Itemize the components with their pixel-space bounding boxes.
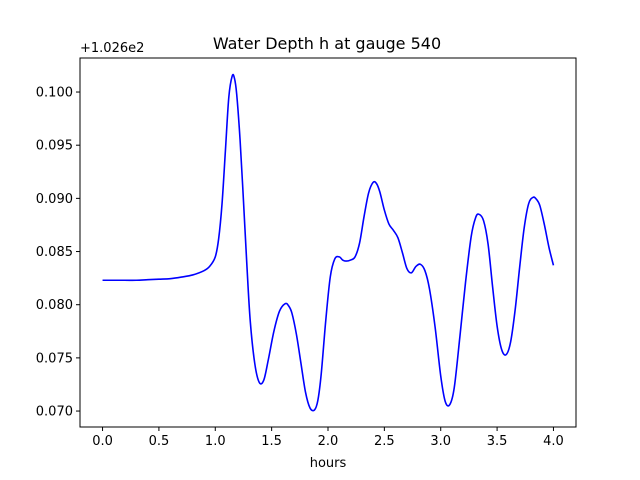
y-tick-label: 0.095 [36, 139, 73, 154]
x-tick-label: 2.5 [374, 434, 395, 449]
y-tick-label: 0.085 [36, 245, 73, 260]
x-tick-label: 1.5 [261, 434, 282, 449]
y-tick-label: 0.075 [36, 351, 73, 366]
y-axis-ticks: 0.070 0.075 0.080 0.085 0.090 0.095 0.100 [36, 86, 80, 420]
x-tick-label: 2.0 [318, 434, 339, 449]
x-tick-label: 3.0 [430, 434, 451, 449]
plot-frame [79, 57, 577, 428]
x-axis-label: hours [310, 456, 347, 471]
x-tick-label: 3.5 [487, 434, 508, 449]
y-tick-label: 0.070 [36, 405, 73, 420]
y-offset-label: +1.026e2 [80, 41, 144, 56]
y-tick-label: 0.100 [36, 86, 73, 101]
series-layer [102, 73, 555, 412]
series-line [102, 73, 555, 412]
x-tick-label: 0.5 [149, 434, 170, 449]
y-tick-label: 0.080 [36, 298, 73, 313]
y-tick-label: 0.090 [36, 192, 73, 207]
chart-title: Water Depth h at gauge 540 [213, 34, 441, 53]
x-tick-label: 1.0 [205, 434, 226, 449]
x-tick-label: 4.0 [543, 434, 564, 449]
x-axis-ticks: 0.0 0.5 1.0 1.5 2.0 2.5 3.0 3.5 4.0 [92, 427, 564, 449]
x-tick-label: 0.0 [92, 434, 113, 449]
